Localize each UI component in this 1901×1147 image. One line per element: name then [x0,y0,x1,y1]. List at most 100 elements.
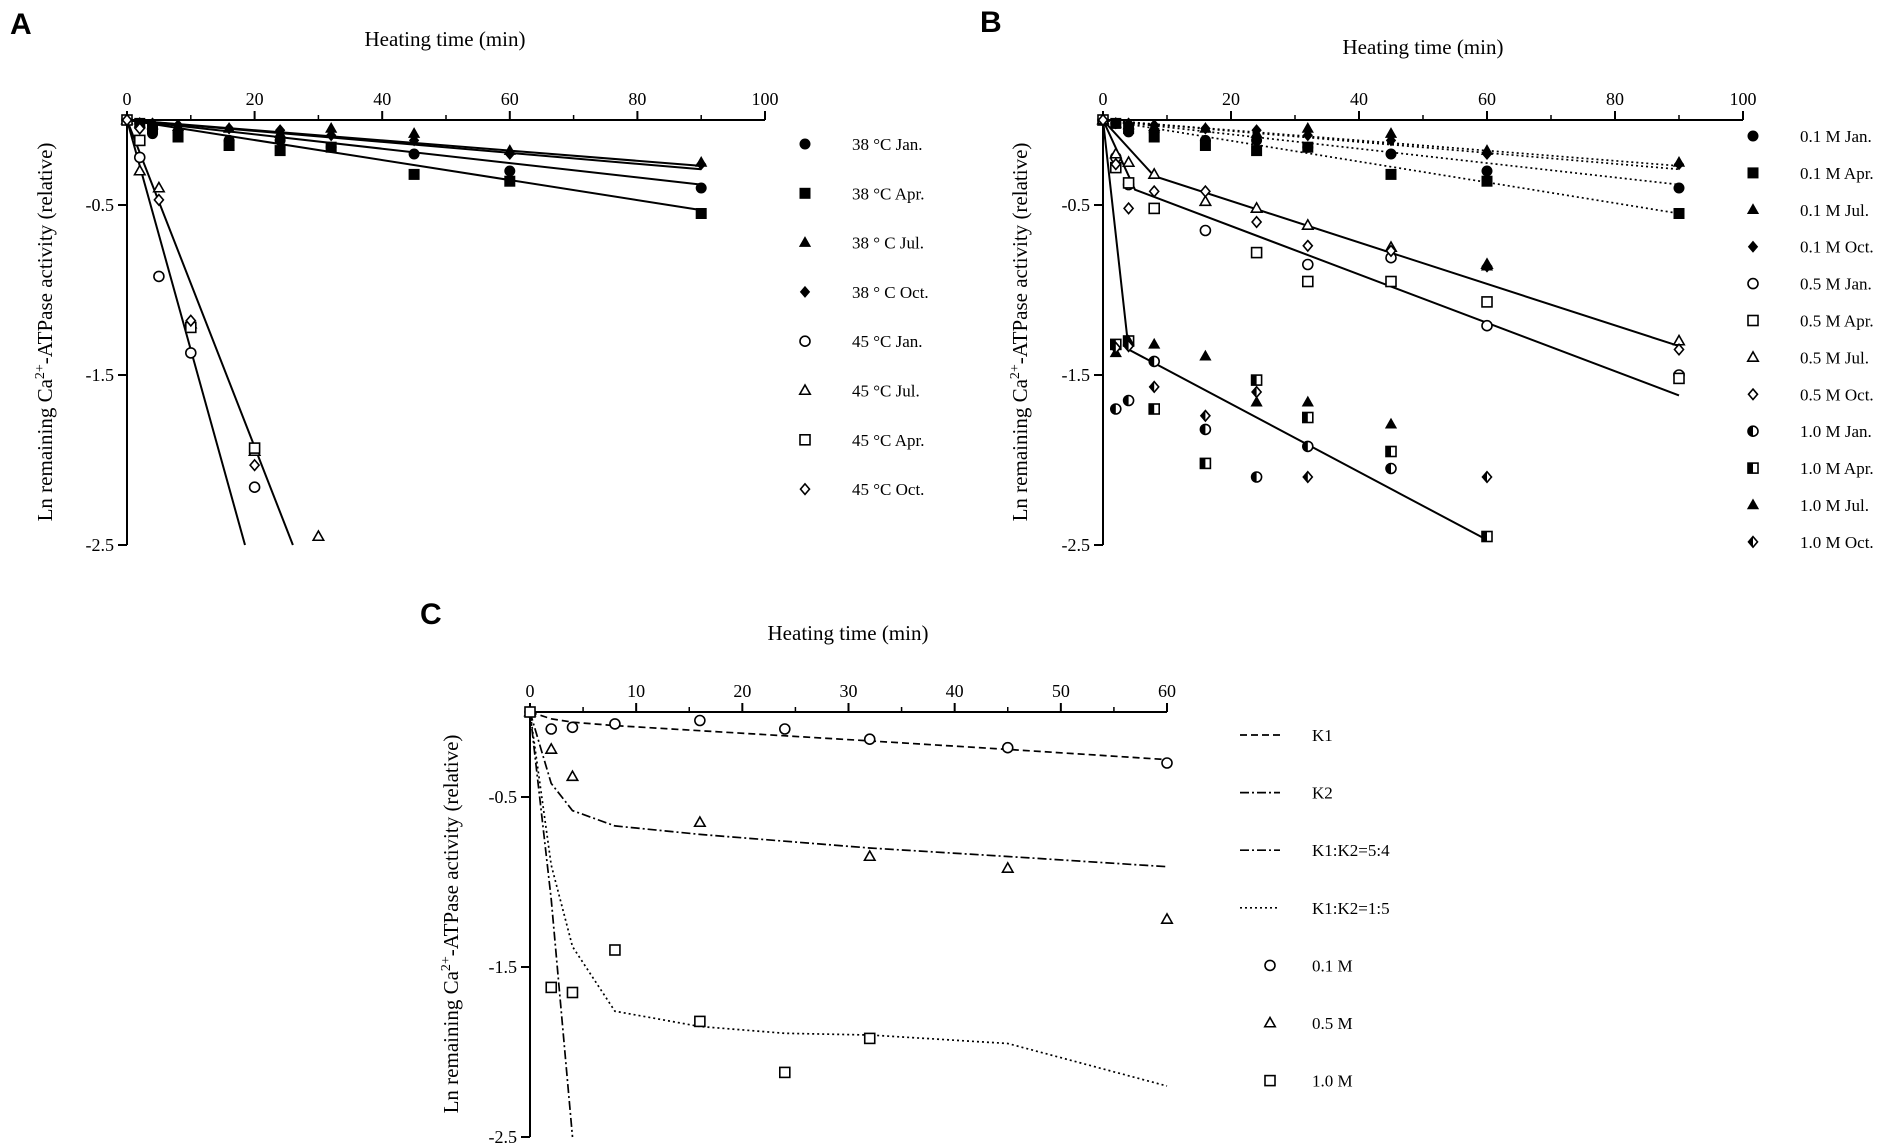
marker-shape [1149,119,1160,132]
marker-fill [1386,446,1391,457]
data-point-0-1-m [863,733,876,746]
x-tick-label: 60 [1158,681,1176,701]
marker-shape [799,433,811,446]
data-point-0-5-m-apr [1148,202,1160,215]
model-lines-k1-k2-5-4 [529,711,1168,868]
data-point-0-5-m [1001,861,1015,873]
marker-shape [863,849,877,862]
data-point-0-1-m-jan [1673,182,1685,194]
marker-shape [1110,157,1122,171]
marker-shape [799,285,811,298]
marker-fill [1303,471,1308,483]
y-tick-label: -1.5 [489,957,518,977]
marker-shape [1384,417,1398,429]
marker-shape [1385,148,1397,160]
x-tick-label: 80 [628,89,646,109]
marker-shape [1385,168,1397,180]
marker-shape [1001,741,1014,754]
marker-fill [1200,458,1206,469]
x-tick-label: 100 [1730,89,1757,109]
data-point-1-0-m-oct [1110,341,1122,355]
marker-fill [1386,463,1391,474]
panel-letter: A [10,8,32,41]
marker-shape [408,148,420,160]
y-axis-title-part: -ATPase activity (relative) [439,735,463,957]
data-point-0-5-m-jul [1147,167,1161,179]
legend-marker-swatch [798,236,812,247]
legend-entry-label: 0.1 M Jul. [1800,201,1869,220]
data-point-1-0-m-apr [1148,403,1160,415]
data-point-0-1-m-oct [1302,129,1313,142]
data-point-0-1-m-oct [1481,147,1493,161]
data-point-45-c-jul [152,180,166,193]
data-point-0-5-m [544,742,558,754]
marker-shape [524,706,536,718]
data-point-0-1-m [778,723,791,735]
legend-marker-swatch [1746,203,1760,215]
data-point-0-5-m-apr [1481,296,1493,308]
series-0-1-m-oct [1097,113,1685,171]
marker-shape [1148,337,1161,349]
marker-shape [1251,215,1263,229]
data-point-1-0-m-apr [1199,457,1212,470]
marker-fill [1302,412,1308,423]
marker-shape [1480,259,1494,271]
data-point-0-1-m-oct [1200,122,1211,135]
series-1-0-m-jul [1109,259,1494,429]
legend-marker-swatch [798,383,812,396]
x-tick-label: 20 [733,681,751,701]
marker-shape [172,119,184,132]
y-tick-label: -1.5 [86,365,115,385]
marker-shape [609,718,621,730]
marker-shape [1747,387,1759,401]
marker-shape [1302,258,1314,271]
legend-marker-swatch [1747,535,1759,549]
marker-shape [1746,203,1760,215]
fit-lines-1 [1102,119,1680,171]
marker-shape [1481,319,1493,332]
marker-shape [1673,158,1685,171]
y-axis-title-sup: 2+ [439,956,454,971]
marker-fill [1482,471,1487,483]
data-point-0-5-m-apr [1673,372,1685,385]
legend-entry-label: 1.0 M Oct. [1800,533,1874,552]
x-axis-title: Heating time (min) [1343,35,1504,59]
data-point-0-5-m-apr [1250,246,1263,259]
marker-shape [544,742,558,754]
data-point-0-5-m-oct [1302,239,1314,253]
data-point-0-1-m [566,721,579,734]
data-point-1-0-m-oct [1199,409,1211,423]
x-tick-label: 20 [246,89,264,109]
data-point-38-c-jan [408,148,420,160]
y-tick-label: -0.5 [489,787,518,807]
data-point-45-c-jan [185,347,197,359]
legend-marker-swatch [1747,387,1759,401]
panel-letter: C [420,598,442,631]
data-point-0-1-m-oct [1385,134,1397,147]
data-point-0-5-m-oct [1199,184,1211,198]
legend-marker-swatch [799,335,811,348]
data-point-1-0-m-jul [1199,349,1212,361]
data-point-0-5-m [693,815,707,828]
data-point-38-c-oct [326,129,337,142]
model-lines-k1 [529,711,1168,761]
y-axis-title: Ln remaining Ca2+-ATPase activity (relat… [1008,143,1032,522]
marker-shape [566,721,579,734]
marker-shape [133,151,146,164]
marker-shape [1263,1015,1277,1028]
data-point-1-0-m-jan [1385,462,1397,475]
marker-fill [1149,356,1155,367]
data-point-1-0-m-jan [1148,355,1160,368]
data-point-0-5-m-oct [1110,157,1122,171]
y-tick-label: -2.5 [489,1127,518,1147]
data-point-1-0-m [524,706,536,718]
data-point-1-0-m [694,1015,706,1028]
data-point-1-0-m-jul [1480,259,1494,271]
y-axis-title: Ln remaining Ca2+-ATPase activity (relat… [33,143,57,522]
legend: 0.1 M Jan. 0.1 M Apr. 0.1 M Jul. 0.1 M Oct.… [1746,127,1874,552]
data-point-0-1-m-oct [1149,119,1160,132]
marker-shape [1747,277,1759,290]
legend-entry-label: 0.1 M Apr. [1800,164,1874,183]
data-point-1-0-m-jan [1199,423,1212,436]
marker-shape [1121,155,1136,168]
